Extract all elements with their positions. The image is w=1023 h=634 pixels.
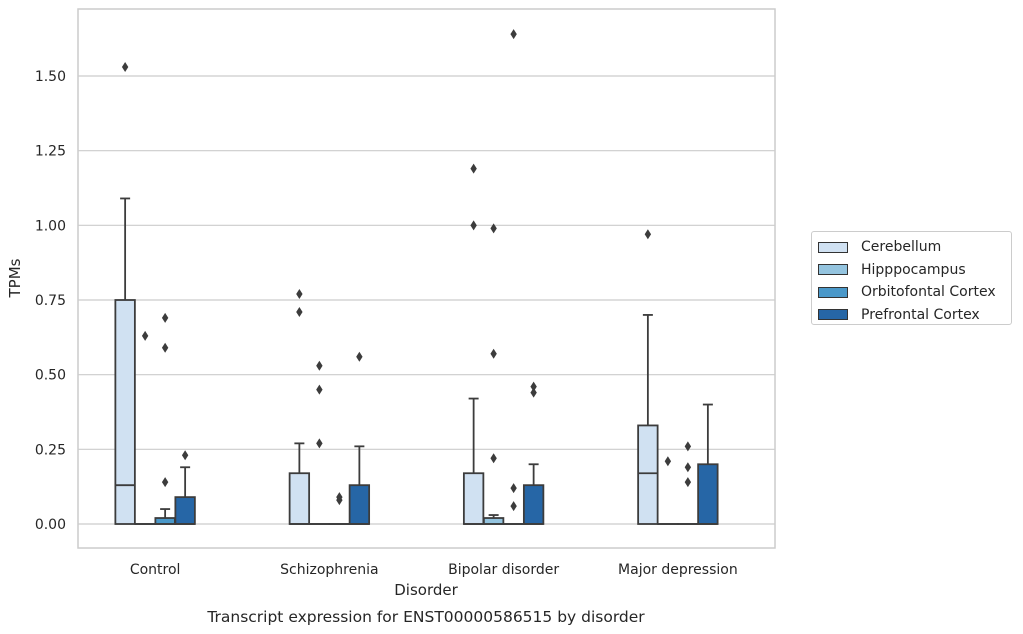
axes: 0.00 0.25 0.50 0.75 1.00 1.25 1.50 Control Schiz… xyxy=(35,8,776,578)
box-orbitofontal-cortex xyxy=(154,312,176,525)
outlier-point xyxy=(530,381,537,392)
box-cerebellum xyxy=(114,62,136,525)
legend-label: Cerebellum xyxy=(861,239,942,256)
gridlines xyxy=(78,75,775,525)
box-body xyxy=(697,463,719,525)
outlier-point xyxy=(121,62,129,73)
outlier-point xyxy=(141,330,149,341)
outlier-point xyxy=(161,312,169,323)
x-tick-label: Bipolar disorder xyxy=(448,562,559,578)
box-body xyxy=(174,496,196,525)
box-body xyxy=(348,484,371,525)
outlier-point xyxy=(664,456,672,467)
outlier-point xyxy=(510,501,517,512)
box-orbitofontal-cortex xyxy=(502,29,525,525)
box-hipppocampus xyxy=(482,223,505,525)
y-tick-label: 1.50 xyxy=(35,69,66,85)
box-hipppocampus xyxy=(657,456,679,525)
box-body xyxy=(114,299,136,525)
box-body xyxy=(637,424,659,525)
y-tick-label: 0.00 xyxy=(35,517,66,533)
box-hipppocampus xyxy=(134,330,156,525)
outlier-point xyxy=(490,453,497,464)
legend-swatch xyxy=(818,264,848,276)
outlier-point xyxy=(684,477,692,488)
outlier-point xyxy=(684,441,692,452)
box-body xyxy=(288,472,311,525)
legend-item: Cerebellum xyxy=(818,236,1011,259)
outlier-point xyxy=(316,360,323,371)
outlier-point xyxy=(470,220,477,231)
outlier-point xyxy=(490,223,497,234)
legend-swatch xyxy=(818,309,848,321)
box-hipppocampus xyxy=(308,360,331,525)
outlier-point xyxy=(316,438,323,449)
legend-swatch xyxy=(818,241,848,253)
y-tick-label: 1.25 xyxy=(35,144,66,160)
legend-label: Hipppocampus xyxy=(861,261,966,278)
box-body xyxy=(462,472,485,525)
box-cerebellum xyxy=(288,289,311,525)
outlier-point xyxy=(316,384,323,395)
outlier-point xyxy=(356,351,363,362)
outlier-point xyxy=(336,495,343,506)
box-cerebellum xyxy=(637,229,659,525)
box-cerebellum xyxy=(462,163,485,525)
box-prefrontal-cortex xyxy=(348,351,371,525)
outlier-point xyxy=(181,450,189,461)
box-plot-marks xyxy=(114,29,719,525)
outlier-point xyxy=(644,229,652,240)
legend-item: Hipppocampus xyxy=(818,259,1011,282)
x-axis-label: Disorder xyxy=(394,581,458,599)
outlier-point xyxy=(296,306,303,317)
y-tick-label: 0.50 xyxy=(35,368,66,384)
legend: Cerebellum Hipppocampus Orbitofontal Corte… xyxy=(811,231,1012,325)
legend-item: Orbitofontal Cortex xyxy=(818,281,1011,304)
box-prefrontal-cortex xyxy=(697,403,719,525)
box-prefrontal-cortex xyxy=(174,450,196,525)
y-tick-label: 1.00 xyxy=(35,218,66,234)
y-axis-label: TPMs xyxy=(6,258,24,298)
x-tick-label: Control xyxy=(130,562,181,578)
x-tick-label: Major depression xyxy=(618,562,738,578)
y-tick-label: 0.25 xyxy=(35,442,66,458)
chart-title: Transcript expression for ENST0000058651… xyxy=(206,608,645,626)
y-tick-label: 0.75 xyxy=(35,293,66,309)
outlier-point xyxy=(470,163,477,174)
plot-frame xyxy=(77,8,776,549)
legend-item: Prefrontal Cortex xyxy=(818,304,1011,327)
box-body xyxy=(522,484,545,525)
outlier-point xyxy=(530,387,537,398)
outlier-point xyxy=(161,477,169,488)
outlier-point xyxy=(510,483,517,494)
outlier-point xyxy=(684,462,692,473)
box-orbitofontal-cortex xyxy=(328,492,351,525)
outlier-point xyxy=(510,29,517,40)
x-tick-label: Schizophrenia xyxy=(280,562,378,578)
outlier-point xyxy=(490,348,497,359)
legend-label: Prefrontal Cortex xyxy=(861,306,980,323)
box-prefrontal-cortex xyxy=(522,381,545,525)
outlier-point xyxy=(296,289,303,300)
legend-label: Orbitofontal Cortex xyxy=(861,284,996,301)
outlier-point xyxy=(161,342,169,353)
box-orbitofontal-cortex xyxy=(677,441,699,525)
legend-swatch xyxy=(818,286,848,298)
